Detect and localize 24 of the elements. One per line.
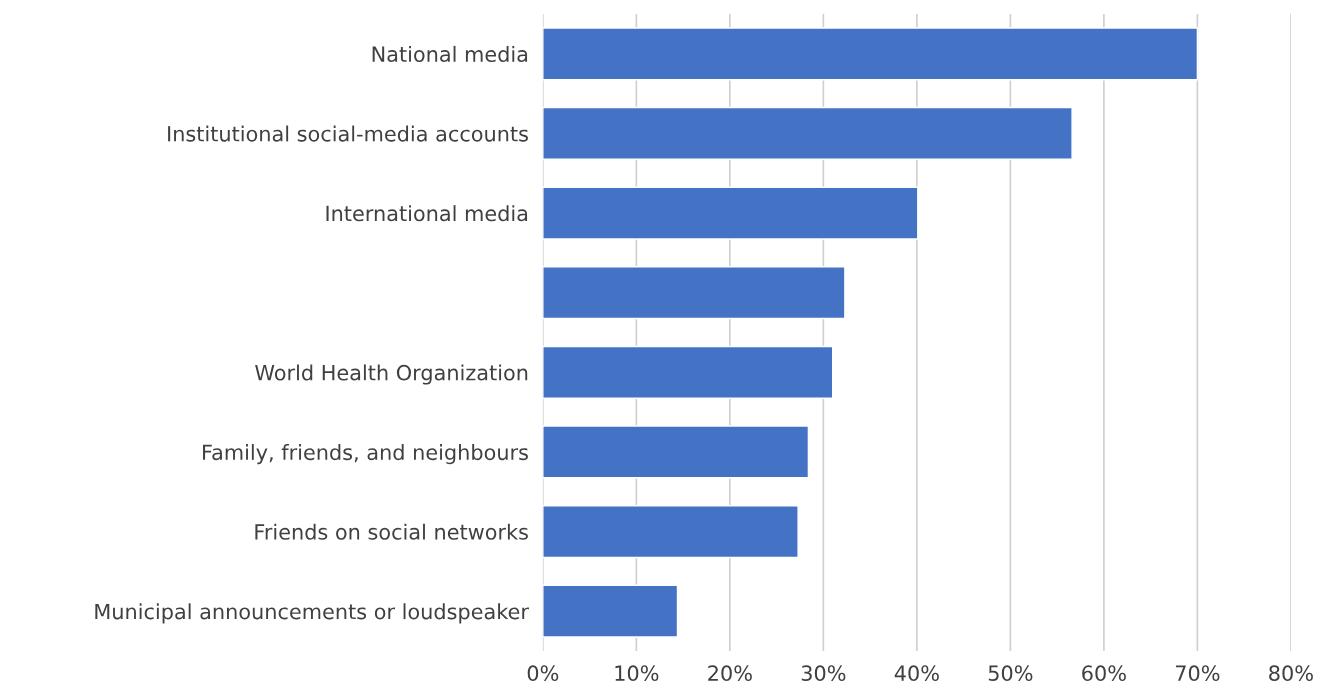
bar <box>542 186 919 240</box>
bar <box>542 27 1199 81</box>
y-tick-label: National media <box>372 45 528 63</box>
bar <box>542 504 799 559</box>
x-tick-label: 80% <box>1269 665 1313 682</box>
bar <box>542 584 679 638</box>
x-tick-label: 20% <box>708 665 752 682</box>
x-tick-label: 10% <box>615 665 659 682</box>
y-tick-label: Family, friends, and neighbours <box>203 444 528 465</box>
bar <box>542 425 810 479</box>
y-tick-label: Friends on social networks <box>255 523 528 540</box>
y-tick-label: International media <box>326 205 528 222</box>
bar <box>542 106 1073 161</box>
y-tick-label: Municipal announcements or loudspeaker <box>95 603 529 624</box>
x-tick-label: 70% <box>1175 665 1220 682</box>
y-tick-label: Institutional social-media accounts <box>168 125 528 142</box>
x-tick-label: 60% <box>1082 665 1126 682</box>
x-tick-label: 0% <box>527 665 559 682</box>
bar <box>542 266 846 320</box>
y-tick-label: World Health Organization <box>255 364 528 385</box>
x-tick-label: 40% <box>894 665 939 682</box>
x-tick-label: 50% <box>988 665 1033 682</box>
x-tick-label: 30% <box>801 665 846 682</box>
bar <box>542 345 834 399</box>
